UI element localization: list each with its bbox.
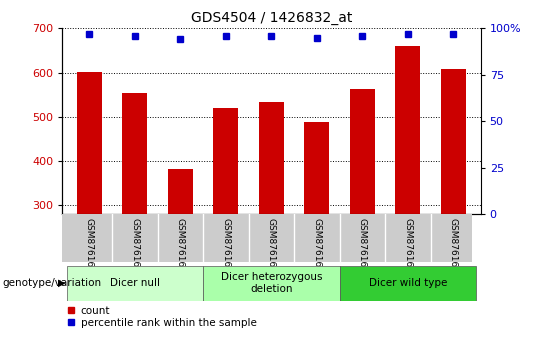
Bar (395, 46, 420, 214)
Text: Dicer heterozygous
deletion: Dicer heterozygous deletion (221, 272, 322, 294)
Text: GSM876162: GSM876162 (130, 217, 139, 272)
Text: GSM876164: GSM876164 (221, 217, 231, 272)
Bar (350, 89, 375, 214)
Text: GSM876163: GSM876163 (176, 217, 185, 273)
Bar (123, 93, 147, 214)
Bar (305, 122, 329, 214)
Text: Dicer null: Dicer null (110, 278, 160, 288)
Bar (77, 72, 102, 214)
Text: GSM876169: GSM876169 (449, 217, 458, 273)
Text: GSM876166: GSM876166 (312, 217, 321, 273)
Bar (441, 69, 466, 214)
Title: GDS4504 / 1426832_at: GDS4504 / 1426832_at (191, 11, 352, 24)
Legend: count, percentile rank within the sample: count, percentile rank within the sample (68, 306, 256, 328)
Text: genotype/variation: genotype/variation (3, 278, 102, 288)
Text: GSM876167: GSM876167 (358, 217, 367, 273)
Text: GSM876165: GSM876165 (267, 217, 276, 273)
Bar (213, 108, 238, 214)
Text: Dicer wild type: Dicer wild type (369, 278, 447, 288)
Text: GSM876168: GSM876168 (403, 217, 413, 273)
Bar (259, 102, 284, 214)
Bar (203, 266, 340, 301)
Bar (168, 169, 193, 214)
Text: ▶: ▶ (58, 278, 66, 288)
Bar (340, 266, 476, 301)
Bar (66, 266, 203, 301)
Text: GSM876161: GSM876161 (85, 217, 94, 273)
